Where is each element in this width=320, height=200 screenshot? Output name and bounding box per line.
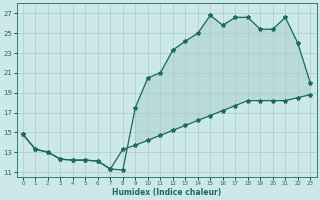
X-axis label: Humidex (Indice chaleur): Humidex (Indice chaleur) xyxy=(112,188,221,197)
